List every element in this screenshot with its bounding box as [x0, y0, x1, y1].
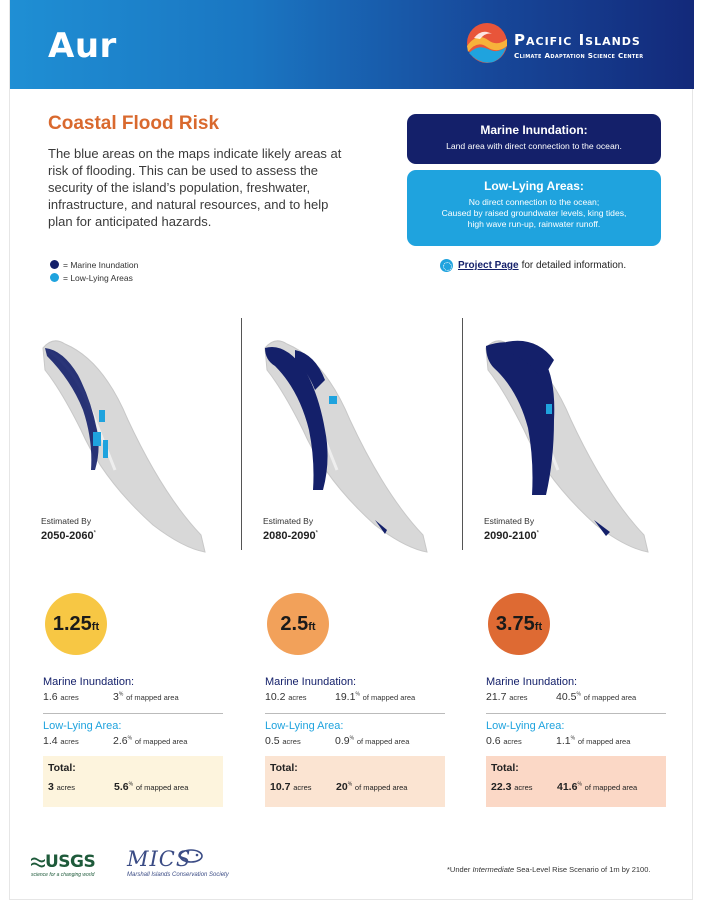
footnote-post: Sea-Level Rise Scenario of 1m by 2100. — [514, 865, 651, 874]
org-subtitle: Climate Adaptation Science Center — [514, 51, 644, 60]
header-banner: Aur Pacific Islands Climate Adaptation S… — [10, 0, 694, 89]
flood-area — [103, 440, 108, 458]
mics-fish-icon — [179, 849, 204, 863]
desc-line: No direct connection to the ocean; — [468, 197, 600, 207]
sea-level-rise-circle: 3.75 ft — [488, 593, 550, 655]
estimated-label: Estimated By — [41, 516, 92, 526]
stat-divider — [43, 713, 223, 714]
low-lying-label: Low-Lying Area: — [43, 720, 122, 732]
estimated-label: Estimated By — [484, 516, 535, 526]
box-description: No direct connection to the ocean; Cause… — [407, 197, 661, 230]
page: Aur Pacific Islands Climate Adaptation S… — [9, 0, 694, 900]
period-label: 2050-2060* — [41, 530, 96, 542]
footnote-em: Intermediate — [472, 865, 515, 874]
island-map — [485, 340, 649, 553]
box-description: Land area with direct connection to the … — [446, 141, 622, 151]
total-box: Total: 3 acres 5.6% of mapped area — [43, 756, 223, 807]
low-lying-label: Low-Lying Area: — [486, 720, 565, 732]
flood-area — [546, 404, 552, 414]
mics-subtitle: Marshall Islands Conservation Society — [127, 872, 229, 878]
low-lying-row: 0.5 acres 0.9% of mapped area — [265, 735, 410, 747]
footnote: *Under Intermediate Sea-Level Rise Scena… — [447, 865, 650, 874]
flood-area — [93, 432, 101, 446]
sea-level-rise-circle: 2.5 ft — [267, 593, 329, 655]
low-lying-row: 1.4 acres 2.6% of mapped area — [43, 735, 188, 747]
legend-item-low: = Low-Lying Areas — [50, 271, 138, 284]
mics-logo: MICS Marshall Islands Conservation Socie… — [127, 847, 229, 878]
period-label: 2090-2100* — [484, 530, 539, 542]
marine-label: Marine Inundation: — [265, 676, 357, 688]
intro-paragraph: The blue areas on the maps indicate like… — [48, 146, 342, 229]
section-title: Coastal Flood Risk — [48, 113, 220, 134]
low-lying-row: 0.6 acres 1.1% of mapped area — [486, 735, 631, 747]
column-divider — [241, 318, 242, 550]
total-row: 22.3 acres 41.6% of mapped area — [491, 781, 638, 793]
flood-stats: Marine Inundation: 21.7 acres 40.5% of m… — [486, 676, 666, 807]
total-row: 3 acres 5.6% of mapped area — [48, 781, 189, 793]
legend-label: = Low-Lying Areas — [63, 272, 133, 283]
total-label: Total: — [270, 762, 298, 774]
period-label: 2080-2090* — [263, 530, 318, 542]
desc-line: high wave run-up, rainwater runoff. — [467, 219, 601, 229]
flood-overlay — [486, 340, 610, 536]
usgs-logo: USGS science for a changing world — [31, 852, 96, 878]
flood-area — [375, 520, 387, 534]
flood-stats: Marine Inundation: 10.2 acres 19.1% of m… — [265, 676, 445, 807]
island-map — [264, 340, 428, 553]
usgs-wave-icon — [31, 857, 45, 868]
low-swatch-icon — [50, 273, 59, 282]
flood-overlay — [45, 348, 108, 470]
box-title: Marine Inundation: — [480, 123, 588, 137]
marine-label: Marine Inundation: — [43, 676, 135, 688]
flood-area — [45, 348, 99, 470]
estimated-label: Estimated By — [263, 516, 314, 526]
flood-area — [594, 520, 610, 536]
total-label: Total: — [48, 762, 76, 774]
legend-label: = Marine Inundation — [63, 259, 139, 270]
flood-area — [99, 410, 105, 422]
usgs-tagline: science for a changing world — [31, 872, 95, 878]
total-label: Total: — [491, 762, 519, 774]
low-lying-definition-box: Low-Lying Areas: No direct connection to… — [407, 170, 661, 246]
pacific-islands-logo-icon — [467, 23, 507, 63]
usgs-wordmark: USGS — [45, 852, 96, 872]
project-page-link[interactable]: Project Page — [458, 260, 519, 271]
org-name: Pacific Islands — [514, 31, 641, 49]
stat-divider — [486, 713, 666, 714]
flood-area — [295, 350, 325, 390]
footnote-pre: *Under — [447, 865, 473, 874]
globe-icon — [440, 259, 453, 272]
flood-area — [506, 340, 554, 380]
flood-area — [329, 396, 337, 404]
flood-area — [486, 342, 555, 495]
marine-row: 10.2 acres 19.1% of mapped area — [265, 691, 416, 703]
marine-label: Marine Inundation: — [486, 676, 578, 688]
mics-wordmark: MICS — [127, 847, 192, 871]
marine-definition-box: Marine Inundation: Land area with direct… — [407, 114, 661, 164]
island-map — [42, 340, 206, 553]
low-lying-label: Low-Lying Area: — [265, 720, 344, 732]
marine-row: 1.6 acres 3% of mapped area — [43, 691, 179, 703]
box-title: Low-Lying Areas: — [484, 179, 584, 193]
marine-row: 21.7 acres 40.5% of mapped area — [486, 691, 637, 703]
marine-swatch-icon — [50, 260, 59, 269]
project-page-line: Project Page for detailed information. — [440, 259, 626, 272]
total-box: Total: 10.7 acres 20% of mapped area — [265, 756, 445, 807]
flood-area — [265, 346, 328, 490]
sea-level-rise-circle: 1.25 ft — [45, 593, 107, 655]
total-row: 10.7 acres 20% of mapped area — [270, 781, 408, 793]
map-legend: = Marine Inundation = Low-Lying Areas — [50, 258, 138, 284]
flood-stats: Marine Inundation: 1.6 acres 3% of mappe… — [43, 676, 223, 807]
stat-divider — [265, 713, 445, 714]
flood-overlay — [265, 346, 387, 534]
island-title: Aur — [48, 26, 117, 66]
legend-item-marine: = Marine Inundation — [50, 258, 138, 271]
desc-line: Caused by raised groundwater levels, kin… — [441, 208, 627, 218]
total-box: Total: 22.3 acres 41.6% of mapped area — [486, 756, 666, 807]
project-suffix: for detailed information. — [521, 260, 627, 271]
column-divider — [462, 318, 463, 550]
